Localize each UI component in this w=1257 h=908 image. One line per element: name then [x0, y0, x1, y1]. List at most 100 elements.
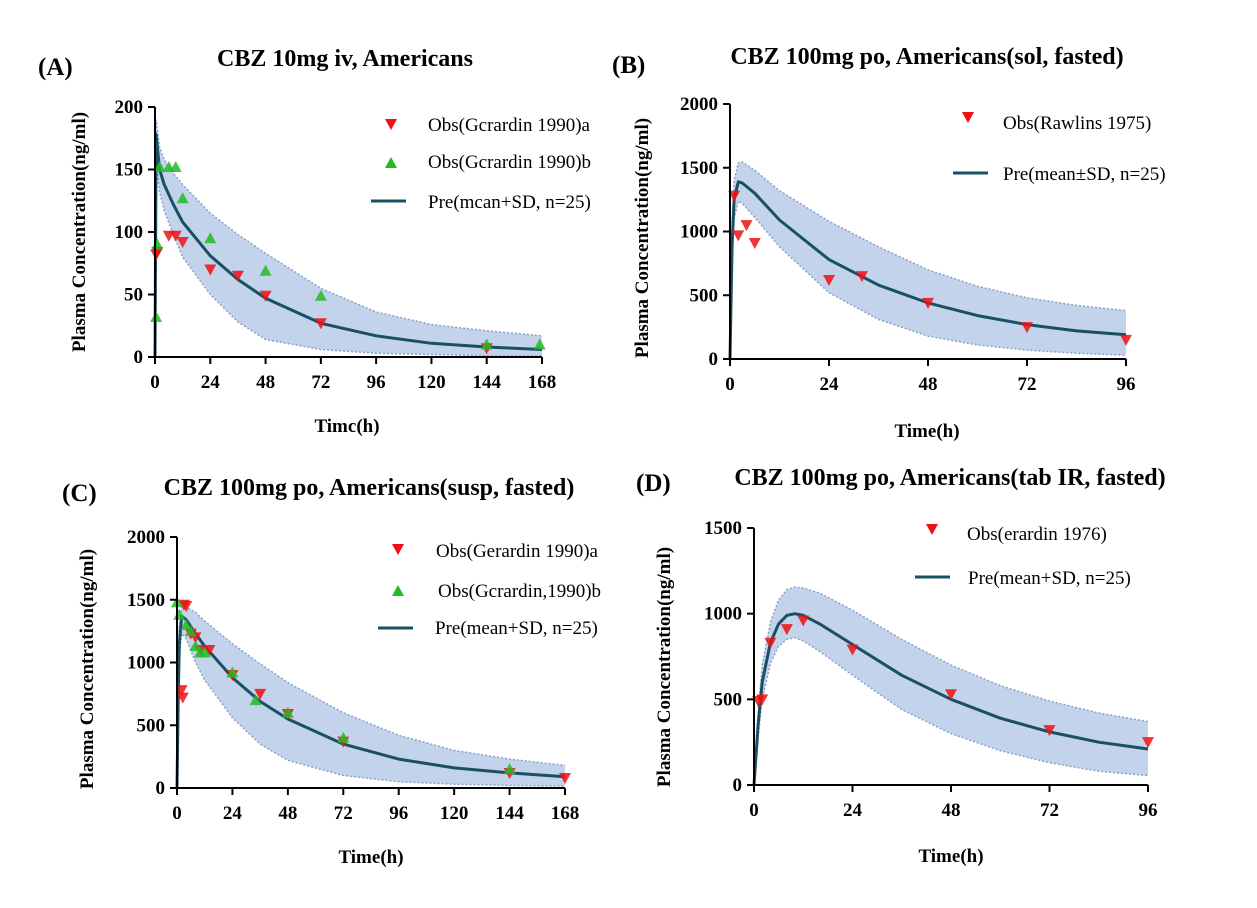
pred-mean-line	[752, 612, 1149, 786]
obs-point	[823, 274, 835, 286]
legend: Obs(Rawlins 1975) Pre(mean±SD, n=25)	[953, 112, 1166, 185]
obs-point	[756, 694, 769, 706]
obs-point	[846, 644, 859, 656]
y-tick-label: 1500	[127, 590, 165, 611]
x-tick-label: 120	[440, 803, 469, 824]
sd-band	[155, 119, 542, 357]
obs-point	[480, 338, 493, 350]
obs-point	[748, 237, 761, 249]
obs-point	[249, 694, 262, 706]
obs-point	[151, 238, 164, 250]
obs-point	[184, 625, 197, 637]
x-tick-label: 144	[472, 372, 501, 393]
obs-point	[1021, 322, 1033, 334]
obs-point	[231, 270, 244, 282]
legend-marker-obs-b	[392, 585, 404, 596]
obs-point	[922, 297, 934, 309]
obs-point	[169, 230, 182, 242]
plot-area: 0 500 1000 1500 2000 0 24 48 72 96 120 144 168	[127, 527, 579, 824]
obs-point	[150, 311, 163, 322]
sd-lower-edge	[729, 199, 1127, 360]
panel-a: (A) CBZ 10mg iv, Americans 0501001502000…	[38, 46, 591, 437]
y-tick-label: 0	[733, 775, 743, 796]
legend-marker-obs	[962, 112, 974, 123]
x-tick-label: 96	[1139, 800, 1158, 821]
obs-point	[176, 237, 189, 248]
obs-point	[780, 624, 793, 636]
obs-point	[797, 615, 810, 627]
x-tick-label: 72	[1018, 374, 1037, 395]
x-axis-label: Timc(h)	[314, 416, 379, 437]
legend-text: Pre(mean+SD, n=25)	[435, 618, 598, 639]
x-tick-label: 0	[749, 800, 759, 821]
obs-point	[175, 685, 188, 697]
y-tick-label: 1000	[127, 653, 165, 674]
legend-text: Pre(mcan+SD, n=25)	[428, 192, 591, 213]
chart-title: CBZ 100mg po, Americans(susp, fasted)	[164, 475, 575, 501]
plot-area: 0 500 1000 1500 2000 0 24 48 72 96	[680, 94, 1136, 395]
obs-point	[259, 290, 272, 302]
x-tick-label: 72	[334, 803, 353, 824]
panel-label: (B)	[612, 52, 645, 79]
sd-upper-edge	[154, 119, 543, 358]
sd-band	[730, 162, 1126, 359]
y-tick-label: 500	[714, 689, 743, 710]
x-axis-label: Time(h)	[894, 421, 959, 442]
obs-point	[226, 666, 239, 678]
x-tick-label: 0	[172, 803, 182, 824]
y-tick-label: 1500	[704, 518, 742, 539]
chart-title: CBZ 100mg po, Americans(sol, fasted)	[730, 44, 1123, 70]
legend-text: Obs(erardin 1976)	[967, 524, 1107, 545]
legend-marker-obs	[926, 524, 938, 535]
obs-point	[740, 220, 753, 232]
legend-marker-obs-b	[385, 157, 397, 168]
x-tick-label: 24	[843, 800, 863, 821]
x-tick-label: 48	[942, 800, 961, 821]
obs-point	[764, 637, 777, 649]
y-tick-label: 1000	[704, 604, 742, 625]
obs-point	[176, 192, 189, 204]
x-axis-label: Time(h)	[338, 847, 403, 868]
obs-point	[533, 338, 546, 350]
obs-point	[503, 763, 516, 775]
x-tick-label: 144	[495, 803, 524, 824]
obs-point	[728, 190, 741, 202]
x-tick-label: 72	[311, 372, 330, 393]
y-tick-label: 2000	[127, 527, 165, 548]
y-tick-label: 100	[115, 222, 144, 243]
obs-point	[945, 689, 957, 701]
obs-point	[189, 640, 202, 652]
x-tick-label: 24	[223, 803, 243, 824]
y-tick-label: 0	[156, 778, 166, 799]
panel-label: (D)	[636, 470, 671, 497]
panel-label: (C)	[62, 480, 97, 507]
pred-mean-line	[153, 133, 543, 358]
plot-area: 0 500 1000 1500 0 24 48 72 96	[704, 518, 1158, 821]
obs-point	[204, 232, 217, 244]
legend-text: Obs(Gcrardin 1990)a	[428, 115, 591, 136]
x-tick-label: 96	[389, 803, 408, 824]
legend-text: Obs(Gcrardin,1990)b	[438, 581, 601, 602]
obs-point	[314, 318, 327, 330]
obs-point	[856, 271, 868, 283]
x-tick-label: 96	[367, 372, 386, 393]
y-tick-label: 500	[690, 285, 719, 306]
y-tick-label: 200	[115, 97, 144, 118]
obs-point	[732, 230, 745, 242]
panel-label: (A)	[38, 54, 73, 81]
x-tick-label: 48	[919, 374, 938, 395]
legend: Obs(Gcrardin 1990)a Obs(Gcrardin 1990)b …	[371, 115, 591, 213]
y-axis-label: Plasma Concentration(ng/ml)	[77, 549, 98, 789]
chart-title: CBZ 10mg iv, Americans	[217, 46, 473, 72]
legend: Obs(Gerardin 1990)a Obs(Gcrardin,1990)b …	[378, 541, 601, 639]
y-tick-label: 50	[124, 285, 143, 306]
y-tick-label: 1500	[680, 158, 718, 179]
x-tick-label: 96	[1117, 374, 1136, 395]
obs-point	[259, 264, 272, 276]
legend-text: Pre(mean±SD, n=25)	[1003, 164, 1166, 185]
x-tick-label: 0	[150, 372, 160, 393]
obs-point	[1120, 334, 1132, 346]
y-tick-label: 2000	[680, 94, 718, 115]
legend-text: Obs(Gcrardin 1990)b	[428, 152, 591, 173]
